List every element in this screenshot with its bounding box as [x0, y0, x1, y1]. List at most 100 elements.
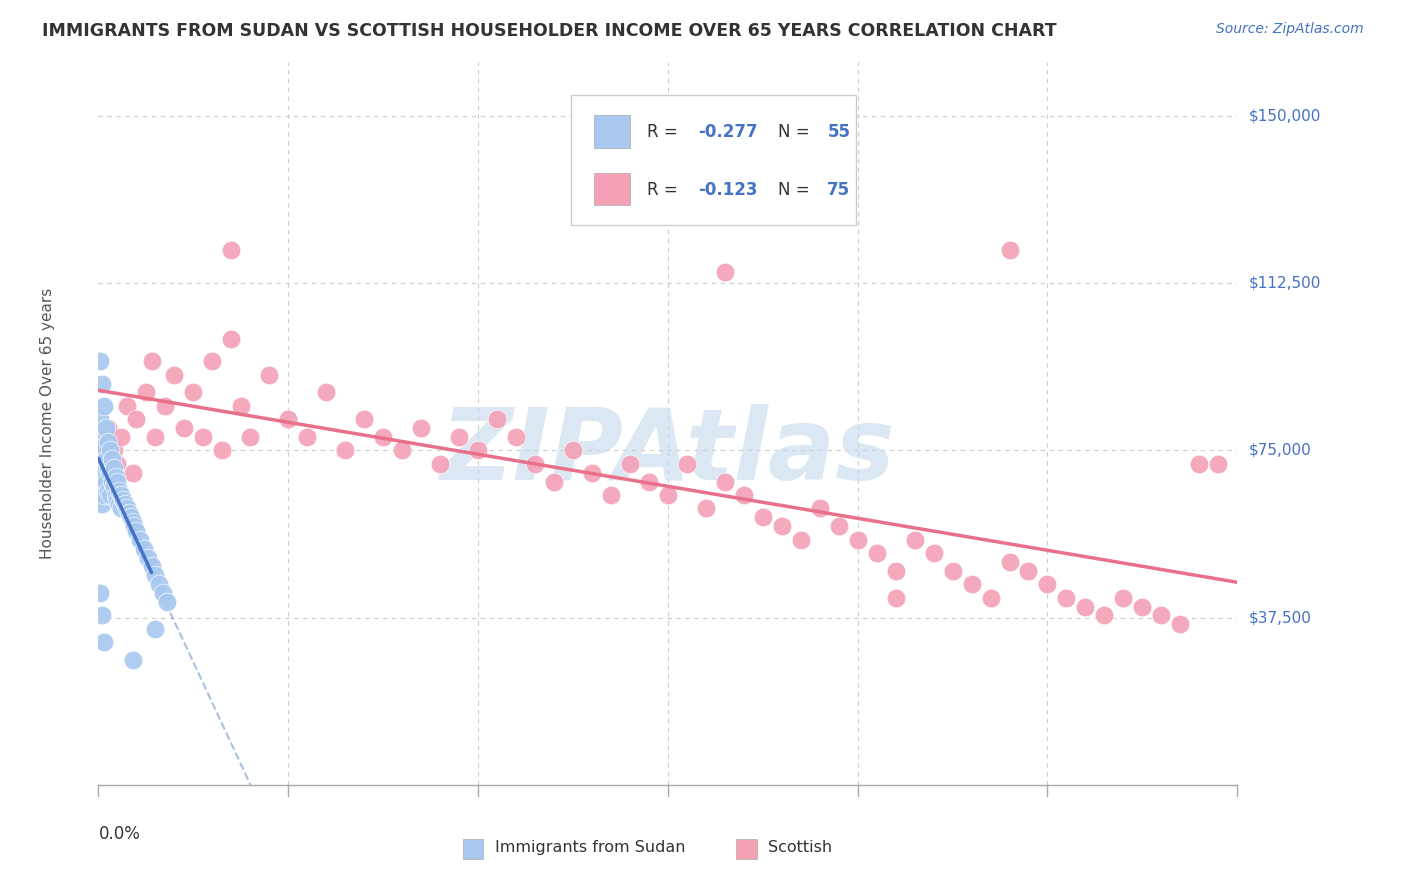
- Point: [108, 483, 131, 498]
- Point: [1036, 577, 1059, 591]
- Point: [108, 497, 131, 511]
- Text: $75,000: $75,000: [1249, 443, 1312, 458]
- Point: [98, 466, 121, 480]
- Point: [94, 475, 117, 489]
- Point: [371, 430, 394, 444]
- Text: Scottish: Scottish: [768, 840, 832, 855]
- Point: [524, 457, 547, 471]
- Point: [125, 412, 148, 426]
- Point: [94, 452, 117, 467]
- Point: [145, 568, 167, 582]
- Point: [429, 457, 451, 471]
- Point: [120, 510, 142, 524]
- Point: [112, 492, 135, 507]
- Point: [91, 376, 114, 391]
- Point: [449, 430, 471, 444]
- Point: [391, 443, 413, 458]
- Point: [97, 483, 120, 498]
- Point: [562, 443, 585, 458]
- Point: [93, 466, 115, 480]
- Point: [89, 586, 111, 600]
- Point: [156, 595, 179, 609]
- Point: [91, 430, 114, 444]
- Point: [103, 443, 125, 458]
- Text: -0.277: -0.277: [699, 123, 758, 141]
- Point: [145, 622, 167, 636]
- Point: [107, 492, 129, 507]
- Point: [1018, 564, 1040, 578]
- Point: [114, 497, 136, 511]
- Point: [107, 457, 129, 471]
- Point: [145, 430, 167, 444]
- Point: [152, 586, 174, 600]
- Text: $150,000: $150,000: [1249, 109, 1320, 123]
- Point: [93, 439, 115, 453]
- Point: [141, 559, 163, 574]
- Text: N =: N =: [779, 180, 815, 199]
- Point: [100, 452, 122, 467]
- Point: [91, 608, 114, 623]
- Text: $112,500: $112,500: [1249, 276, 1320, 291]
- Point: [676, 457, 699, 471]
- Point: [1112, 591, 1135, 605]
- Point: [297, 430, 319, 444]
- Point: [770, 519, 793, 533]
- Point: [884, 564, 907, 578]
- Point: [89, 354, 111, 368]
- Point: [315, 385, 337, 400]
- Point: [600, 488, 623, 502]
- FancyBboxPatch shape: [593, 173, 630, 205]
- Point: [107, 475, 129, 489]
- Point: [124, 519, 146, 533]
- Point: [104, 470, 127, 484]
- Point: [505, 430, 527, 444]
- Point: [695, 501, 717, 516]
- Point: [752, 510, 775, 524]
- Point: [100, 475, 122, 489]
- Point: [191, 430, 214, 444]
- Point: [1074, 599, 1097, 614]
- Text: ZIPAtlas: ZIPAtlas: [440, 404, 896, 501]
- Text: Source: ZipAtlas.com: Source: ZipAtlas.com: [1216, 22, 1364, 37]
- Point: [733, 488, 755, 502]
- Point: [277, 412, 299, 426]
- Point: [110, 488, 132, 502]
- Text: R =: R =: [647, 123, 683, 141]
- Text: Householder Income Over 65 years: Householder Income Over 65 years: [39, 288, 55, 559]
- Point: [467, 443, 489, 458]
- Point: [91, 457, 114, 471]
- Text: 0.0%: 0.0%: [98, 825, 141, 843]
- Point: [1208, 457, 1230, 471]
- Point: [581, 466, 603, 480]
- Point: [259, 368, 281, 382]
- Point: [1150, 608, 1173, 623]
- Point: [148, 577, 170, 591]
- Point: [118, 506, 141, 520]
- Point: [98, 443, 121, 458]
- Point: [121, 515, 143, 529]
- Point: [1056, 591, 1078, 605]
- Point: [619, 457, 641, 471]
- Point: [183, 385, 205, 400]
- Point: [103, 461, 125, 475]
- Point: [141, 354, 163, 368]
- Point: [132, 541, 155, 556]
- Point: [221, 243, 243, 257]
- Point: [91, 497, 114, 511]
- Point: [93, 488, 115, 502]
- Text: Immigrants from Sudan: Immigrants from Sudan: [495, 840, 685, 855]
- Point: [89, 412, 111, 426]
- Point: [638, 475, 661, 489]
- Point: [998, 555, 1021, 569]
- Point: [98, 488, 121, 502]
- Point: [121, 653, 143, 667]
- Point: [922, 546, 945, 560]
- Point: [97, 421, 120, 435]
- Text: 75: 75: [827, 180, 851, 199]
- Point: [211, 443, 233, 458]
- Point: [110, 501, 132, 516]
- Point: [790, 533, 813, 547]
- Point: [866, 546, 889, 560]
- Point: [904, 533, 927, 547]
- Point: [1094, 608, 1116, 623]
